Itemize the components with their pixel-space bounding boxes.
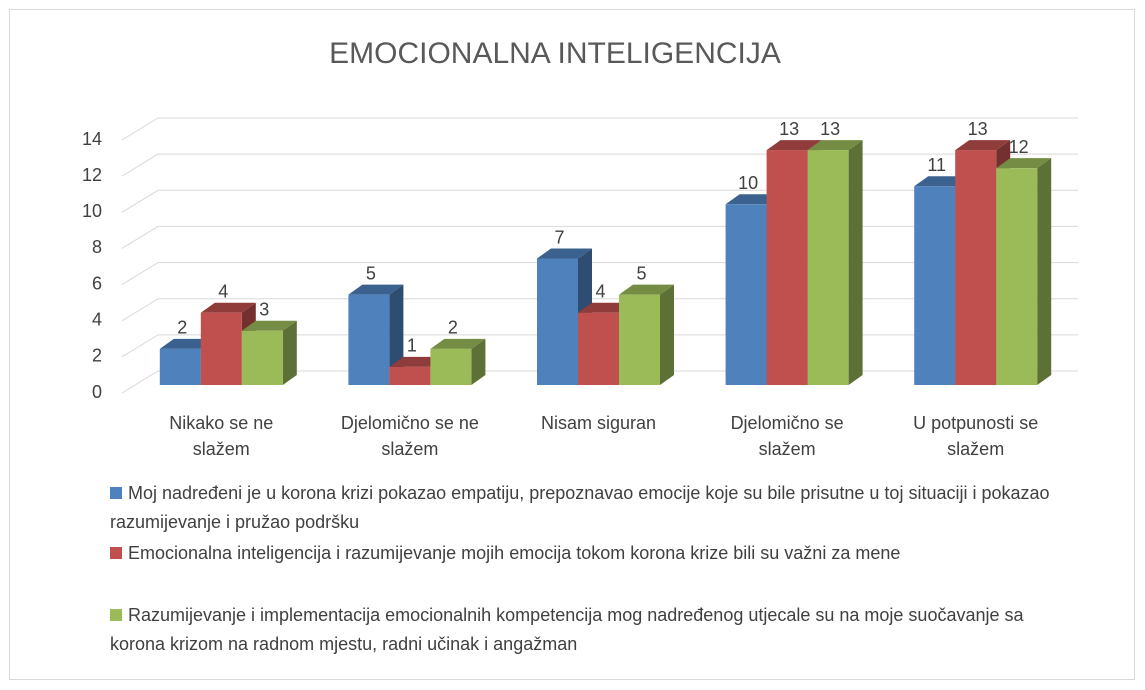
bar (766, 150, 808, 385)
bar (996, 168, 1038, 385)
bar (348, 294, 390, 385)
x-tick-label: Djelomično se slažem (730, 413, 844, 459)
legend-item: Emocionalna inteligencija i razumijevanj… (110, 539, 1070, 568)
bar-side (848, 140, 863, 385)
bar (430, 348, 472, 385)
data-label: 1 (407, 336, 417, 356)
legend-item: Razumijevanje i implementacija emocional… (110, 601, 1070, 659)
bar-top (348, 284, 404, 295)
bar (807, 150, 849, 385)
y-tick-label: 8 (92, 237, 102, 257)
bar (578, 312, 619, 385)
bar-top (766, 140, 822, 151)
bar (241, 330, 283, 385)
legend-swatch (110, 487, 122, 499)
y-tick-label: 0 (92, 382, 102, 402)
data-label: 13 (820, 119, 840, 139)
y-tick-label: 2 (92, 346, 102, 366)
bar-top (996, 158, 1052, 169)
grid-line (121, 117, 1078, 141)
chart-title: EMOCIONALNA INTELIGENCIJA (329, 37, 781, 70)
data-label: 4 (595, 281, 605, 301)
bar-side (660, 284, 674, 385)
y-tick-label: 6 (92, 273, 102, 293)
bar (725, 204, 767, 385)
legend-item: Moj nadređeni je u korona krizi pokazao … (110, 479, 1070, 537)
bar-top (955, 140, 1011, 151)
bar (159, 348, 201, 385)
bar-top (619, 284, 674, 295)
data-label: 7 (554, 227, 564, 247)
bar (389, 366, 431, 385)
bar-top (807, 140, 863, 151)
data-label: 2 (177, 318, 187, 338)
legend-swatch (110, 547, 122, 559)
data-label: 2 (448, 318, 458, 338)
y-tick-label: 12 (82, 165, 102, 185)
legend-label: Razumijevanje i implementacija emocional… (110, 605, 1024, 654)
y-tick-label: 14 (82, 129, 102, 149)
bar (619, 294, 660, 385)
data-label: 13 (968, 119, 988, 139)
legend-label: Moj nadređeni je u korona krizi pokazao … (110, 483, 1050, 532)
y-tick-label: 10 (82, 201, 102, 221)
y-tick-label: 4 (92, 309, 102, 329)
data-label: 4 (218, 281, 228, 301)
bar-top (200, 302, 256, 313)
bar (200, 312, 242, 385)
data-label: 11 (927, 155, 946, 175)
bar-top (241, 320, 297, 331)
legend-swatch (110, 609, 122, 621)
x-tick-label: Nisam siguran (540, 413, 657, 433)
bar (914, 186, 956, 385)
data-label: 10 (738, 173, 758, 193)
x-tick-label: Nikako se ne slažem (169, 413, 274, 459)
bar (537, 258, 578, 385)
data-label: 12 (1009, 137, 1029, 157)
bar-side (1037, 158, 1052, 385)
x-tick-label: U potpunosti se slažem (913, 413, 1039, 459)
bar (955, 150, 997, 385)
data-label: 5 (366, 263, 376, 283)
bar-top (537, 248, 592, 259)
bar-side (471, 338, 486, 385)
bar-side (282, 320, 297, 385)
data-label: 5 (636, 263, 646, 283)
chart-border (9, 9, 1135, 680)
data-label: 3 (259, 300, 269, 320)
x-tick-label: Djelomično se ne slažem (340, 413, 479, 459)
legend-label: Emocionalna inteligencija i razumijevanj… (128, 543, 901, 563)
data-label: 13 (779, 119, 799, 139)
bar-top (430, 338, 486, 349)
